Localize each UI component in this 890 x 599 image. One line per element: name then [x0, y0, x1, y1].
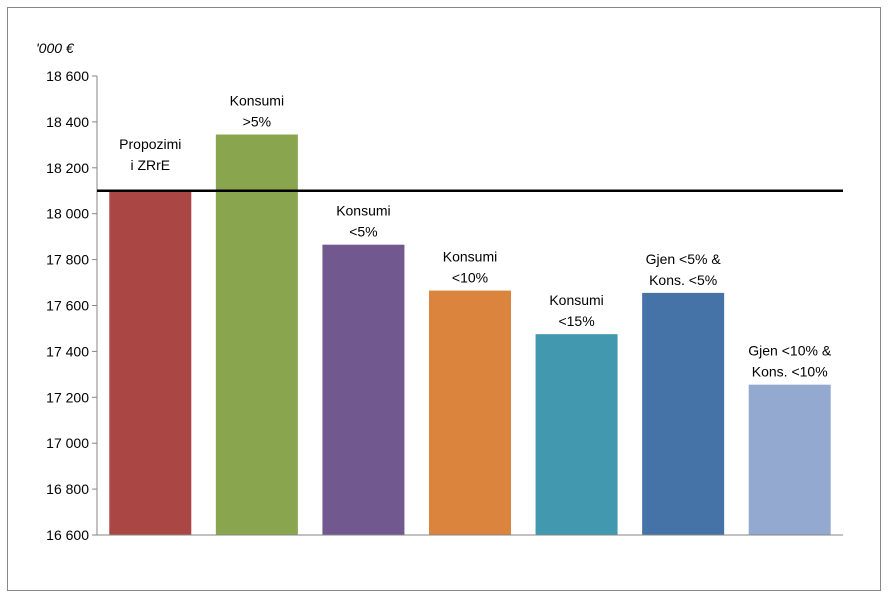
bar: [642, 292, 725, 535]
bar: [535, 334, 618, 535]
bar-label: Gjen <10% & Kons. <10%: [748, 343, 832, 380]
y-tick-label: 18 600: [46, 68, 89, 84]
bar-label-line: Kons. <5%: [649, 272, 717, 288]
y-axis-ticks: 18 600 18 400 18 200 18 000 17 800 17 600 17 4…: [46, 68, 97, 543]
bar-label: Konsumi <5%: [336, 203, 390, 240]
bar-label-line: <5%: [349, 224, 377, 240]
bar-label-line: Konsumi: [230, 93, 284, 109]
y-tick-label: 17 600: [46, 298, 89, 314]
bar-label: Propozimi i ZRrE: [119, 136, 181, 173]
bar-label: Gjen <5% & Kons. <5%: [646, 251, 722, 288]
bar-label-line: <10%: [452, 270, 488, 286]
bar-label-line: Kons. <10%: [752, 364, 828, 380]
bar-label-line: Propozimi: [119, 136, 181, 152]
bar-label-line: Konsumi: [443, 249, 497, 265]
y-tick-label: 17 200: [46, 389, 89, 405]
bars: [109, 134, 831, 535]
bar-label: Konsumi <10%: [443, 249, 497, 286]
bar-label: Konsumi <15%: [549, 292, 603, 329]
unit-label: '000 €: [36, 40, 75, 56]
y-tick-label: 16 600: [46, 527, 89, 543]
bar-label-line: i ZRrE: [130, 157, 170, 173]
y-tick-label: 18 400: [46, 114, 89, 130]
y-tick-label: 17 400: [46, 343, 89, 359]
bar-label-line: Gjen <10% &: [748, 343, 832, 359]
bar: [429, 290, 511, 535]
bar-label: Konsumi >5%: [230, 93, 284, 130]
y-tick-label: 18 000: [46, 206, 89, 222]
bar: [215, 134, 298, 535]
bar-label-line: >5%: [243, 114, 271, 130]
y-tick-label: 18 200: [46, 160, 89, 176]
bar-label-line: Konsumi: [549, 292, 603, 308]
bar: [748, 384, 831, 535]
y-tick-label: 17 800: [46, 252, 89, 268]
y-tick-label: 16 800: [46, 481, 89, 497]
bar-label-line: <15%: [558, 313, 594, 329]
bar: [109, 190, 192, 535]
y-tick-label: 17 000: [46, 435, 89, 451]
bar-label-line: Gjen <5% &: [646, 251, 722, 267]
bar: [322, 244, 405, 535]
bar-label-line: Konsumi: [336, 203, 390, 219]
